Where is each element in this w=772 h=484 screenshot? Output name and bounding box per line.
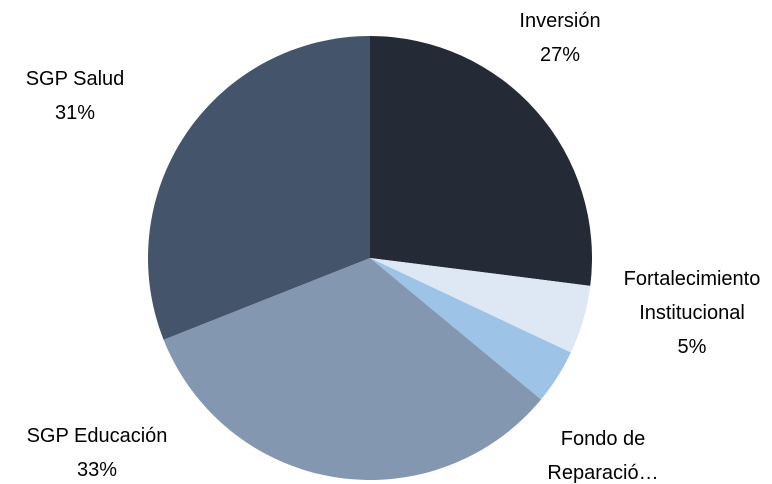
slice-label: SGP Salud 31% xyxy=(0,62,150,130)
slice-label: Fondo de Reparació… xyxy=(541,422,666,484)
slice-label: Fortalecimiento Institucional 5% xyxy=(605,262,772,364)
pie-slice xyxy=(147,36,370,340)
value-label: 5% xyxy=(677,336,707,358)
value-label: 27% xyxy=(539,44,581,66)
category-label: SGP Educación xyxy=(26,425,168,447)
category-label: Fortalecimiento Institucional xyxy=(623,268,761,324)
pie-slice xyxy=(370,258,591,353)
value-label: 31% xyxy=(54,102,96,124)
pie-slice xyxy=(163,258,542,481)
pie-slice xyxy=(370,36,592,286)
category-label: Fondo de Reparació… xyxy=(547,428,659,484)
slice-label: Inversión 27% xyxy=(480,4,640,72)
slice-label: SGP Educación 33% xyxy=(2,419,192,484)
pie-slice xyxy=(370,258,571,400)
value-label: 33% xyxy=(76,459,118,481)
category-label: SGP Salud xyxy=(25,68,125,90)
category-label: Inversión xyxy=(519,10,601,32)
